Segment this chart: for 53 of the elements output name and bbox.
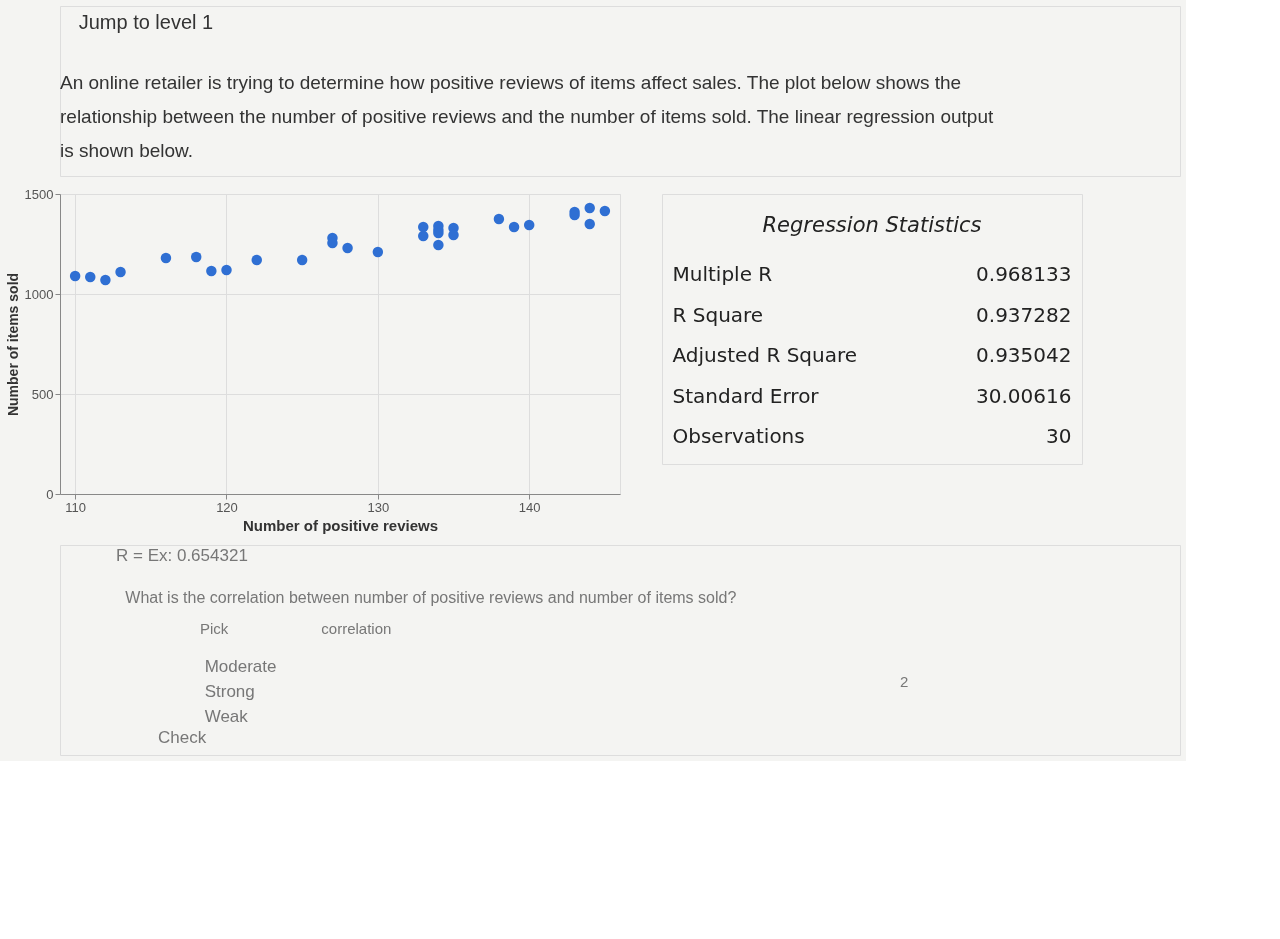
point xyxy=(160,252,172,264)
point xyxy=(115,266,126,278)
point xyxy=(584,202,595,214)
point xyxy=(599,205,611,217)
x-tick-label: 120 xyxy=(216,499,238,515)
text: Observations xyxy=(672,424,805,448)
y-tick-label: 500 xyxy=(31,386,54,402)
text: What is the correlation between number of positive reviews and number of items sold? xyxy=(125,588,737,606)
text: 2 xyxy=(900,672,909,690)
text: 0.968133 xyxy=(976,262,1072,286)
text: R Square xyxy=(672,302,764,327)
text: Multiple R xyxy=(672,262,773,286)
point xyxy=(221,264,232,276)
point xyxy=(493,213,505,225)
point xyxy=(85,271,96,283)
x-tick-label: 140 xyxy=(518,499,541,515)
x-tick-label: 110 xyxy=(65,499,86,515)
text: Check xyxy=(158,728,207,748)
point xyxy=(584,218,595,230)
chart-title: An online retailer is trying to determine how positive reviews of items affect sales. The plot below shows the relationship between the number of positive reviews and the number of items sold. The linear regression output is shown below. xyxy=(60,71,994,161)
point xyxy=(296,254,308,266)
point xyxy=(206,265,217,277)
text: Regression Statistics xyxy=(762,213,982,238)
text: Pick xyxy=(200,620,229,637)
point xyxy=(251,254,262,266)
text: 30.00616 xyxy=(976,383,1072,408)
text: Strong xyxy=(204,682,255,701)
text: Adjusted R Square xyxy=(672,343,858,367)
text: 0.937282 xyxy=(976,302,1072,327)
text: correlation xyxy=(321,620,392,637)
point xyxy=(69,270,81,282)
point xyxy=(190,251,202,263)
text: Standard Error xyxy=(672,383,820,408)
point xyxy=(342,242,353,254)
point xyxy=(523,219,535,231)
text: 0.935042 xyxy=(976,343,1072,367)
text: 30 xyxy=(1046,424,1072,448)
point xyxy=(433,239,444,251)
y-tick-label: 1500 xyxy=(24,186,54,202)
x-tick-label: 130 xyxy=(367,499,390,515)
point xyxy=(418,221,429,233)
point xyxy=(418,230,429,242)
text: Moderate xyxy=(204,656,277,676)
point xyxy=(372,246,384,258)
y-tick-label: 1000 xyxy=(24,286,54,302)
y-tick-label: 0 xyxy=(46,486,54,502)
point xyxy=(508,221,520,233)
text: R = Ex: 0.654321 xyxy=(116,545,248,565)
text: Jump to level 1 xyxy=(78,11,214,33)
point xyxy=(100,274,111,286)
x-axis-title: Number of positive reviews xyxy=(242,516,439,534)
text: Weak xyxy=(204,707,249,727)
y-axis-title: Number of items sold xyxy=(4,272,21,417)
